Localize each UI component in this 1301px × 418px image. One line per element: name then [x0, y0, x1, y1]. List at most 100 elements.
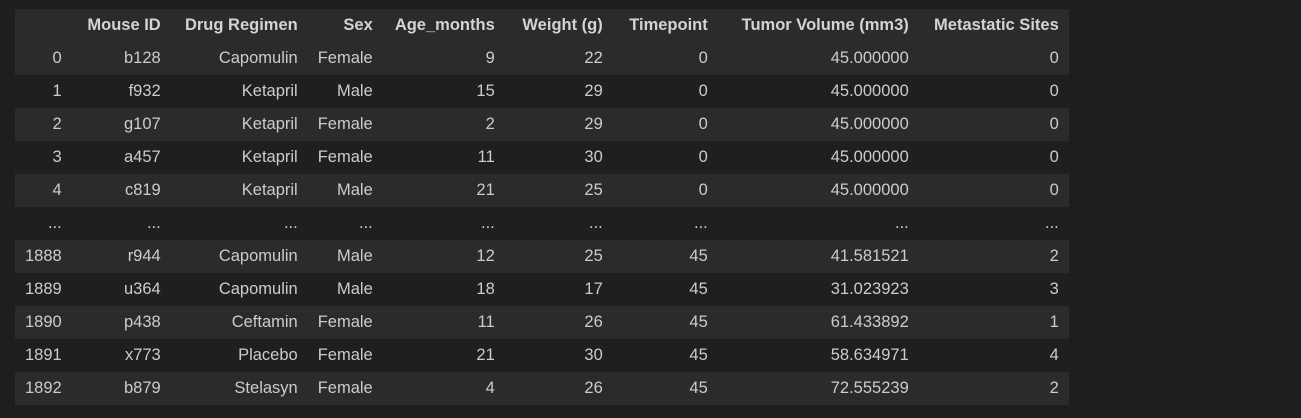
mouse-id-cell: x773 [124, 346, 161, 364]
tumor-volume-cell: 45.000000 [830, 148, 909, 166]
metastatic-sites-cell: ... [1044, 214, 1059, 232]
row-index-cell: 1890 [25, 313, 62, 331]
timepoint-cell: 45 [689, 379, 708, 397]
tumor-volume-cell: 45.000000 [830, 181, 909, 199]
weight-cell: 26 [584, 379, 603, 397]
weight-cell: 25 [584, 181, 603, 199]
age-months-cell: 21 [476, 346, 495, 364]
timepoint-cell: 45 [689, 247, 708, 265]
mouse-id-cell: f932 [128, 82, 161, 100]
row-index-cell: 1889 [25, 280, 62, 298]
table-row: 1892 b879 Stelasyn Female 4 26 45 72.555239 2 [15, 372, 1069, 405]
column-header-mouse-id: Mouse ID [87, 16, 161, 34]
table-body: 0 b128 Capomulin Female 9 22 0 45.000000 0 1 f932 K… [15, 42, 1069, 405]
mouse-id-cell: a457 [124, 148, 161, 166]
age-months-cell: 11 [477, 148, 495, 166]
dataframe-table: Mouse ID Drug Regimen Sex Age_months Wei… [15, 9, 1069, 405]
timepoint-cell: 0 [698, 49, 708, 67]
weight-cell: 30 [584, 148, 603, 166]
metastatic-sites-cell: 3 [1049, 280, 1059, 298]
timepoint-cell: 0 [698, 115, 708, 133]
drug-regimen-cell: Placebo [238, 346, 298, 364]
sex-cell: Male [336, 82, 373, 100]
row-index-cell: 1891 [25, 346, 62, 364]
weight-cell: 29 [584, 115, 603, 133]
table-row: 2 g107 Ketapril Female 2 29 0 45.000000 0 [15, 108, 1069, 141]
table-row: 1890 p438 Ceftamin Female 11 26 45 61.433892 1 [15, 306, 1069, 339]
mouse-id-cell: c819 [124, 181, 161, 199]
sex-cell: Female [317, 313, 373, 331]
metastatic-sites-cell: 1 [1049, 313, 1059, 331]
drug-regimen-cell: Stelasyn [234, 379, 298, 397]
timepoint-cell: 45 [689, 280, 708, 298]
row-index-cell: 1892 [25, 379, 62, 397]
table-row: 4 c819 Ketapril Male 21 25 0 45.000000 0 [15, 174, 1069, 207]
timepoint-cell: 0 [698, 148, 708, 166]
timepoint-cell: 0 [698, 181, 708, 199]
tumor-volume-cell: 31.023923 [830, 280, 909, 298]
row-index-cell: ... [47, 214, 62, 232]
sex-cell: Female [317, 379, 373, 397]
metastatic-sites-cell: 0 [1049, 49, 1059, 67]
metastatic-sites-cell: 4 [1049, 346, 1059, 364]
column-header-tumor-volume: Tumor Volume (mm3) [741, 16, 909, 34]
age-months-cell: ... [480, 214, 495, 232]
weight-cell: 30 [584, 346, 603, 364]
timepoint-cell: 45 [689, 313, 708, 331]
weight-cell: 29 [584, 82, 603, 100]
mouse-id-cell: b128 [124, 49, 161, 67]
sex-cell: Male [336, 181, 373, 199]
sex-cell: Female [317, 148, 373, 166]
weight-cell: 25 [584, 247, 603, 265]
drug-regimen-cell: Ketapril [241, 82, 298, 100]
column-header-metastatic-sites: Metastatic Sites [934, 16, 1059, 34]
age-months-cell: 12 [476, 247, 495, 265]
table-row: 1889 u364 Capomulin Male 18 17 45 31.023923 3 [15, 273, 1069, 306]
mouse-id-cell: g107 [124, 115, 161, 133]
tumor-volume-cell: 45.000000 [830, 49, 909, 67]
row-index-cell: 3 [52, 148, 62, 166]
metastatic-sites-cell: 0 [1049, 181, 1059, 199]
age-months-cell: 4 [485, 379, 495, 397]
metastatic-sites-cell: 2 [1049, 379, 1059, 397]
table-row: 0 b128 Capomulin Female 9 22 0 45.000000 0 [15, 42, 1069, 75]
drug-regimen-cell: Ketapril [241, 115, 298, 133]
tumor-volume-cell: 41.581521 [830, 247, 909, 265]
mouse-id-cell: r944 [127, 247, 161, 265]
table-header: Mouse ID Drug Regimen Sex Age_months Wei… [15, 9, 1069, 42]
age-months-cell: 21 [476, 181, 495, 199]
tumor-volume-cell: 45.000000 [830, 82, 909, 100]
table-row: 1 f932 Ketapril Male 15 29 0 45.000000 0 [15, 75, 1069, 108]
tumor-volume-cell: 61.433892 [830, 313, 909, 331]
drug-regimen-cell: Capomulin [218, 247, 298, 265]
column-header-sex: Sex [343, 16, 373, 34]
metastatic-sites-cell: 0 [1049, 82, 1059, 100]
age-months-cell: 2 [485, 115, 495, 133]
header-row: Mouse ID Drug Regimen Sex Age_months Wei… [15, 9, 1069, 42]
sex-cell: Female [317, 49, 373, 67]
timepoint-cell: 0 [698, 82, 708, 100]
column-header-weight: Weight (g) [522, 16, 603, 34]
drug-regimen-cell: Ketapril [241, 181, 298, 199]
sex-cell: ... [358, 214, 373, 232]
notebook-output-area: Mouse ID Drug Regimen Sex Age_months Wei… [15, 9, 1069, 405]
drug-regimen-cell: Capomulin [218, 280, 298, 298]
row-index-cell: 1888 [25, 247, 62, 265]
row-index-cell: 0 [52, 49, 62, 67]
age-months-cell: 11 [477, 313, 495, 331]
row-index-cell: 4 [52, 181, 62, 199]
sex-cell: Male [336, 280, 373, 298]
weight-cell: 22 [584, 49, 603, 67]
tumor-volume-cell: 58.634971 [830, 346, 909, 364]
metastatic-sites-cell: 0 [1049, 148, 1059, 166]
timepoint-cell: ... [693, 214, 708, 232]
weight-cell: 17 [584, 280, 603, 298]
timepoint-cell: 45 [689, 346, 708, 364]
column-header-age-months: Age_months [394, 16, 495, 34]
drug-regimen-cell: ... [283, 214, 298, 232]
tumor-volume-cell: ... [894, 214, 909, 232]
table-row: 3 a457 Ketapril Female 11 30 0 45.000000 0 [15, 141, 1069, 174]
column-header-index [15, 9, 72, 42]
age-months-cell: 15 [476, 82, 495, 100]
table-row: ........................... [15, 207, 1069, 240]
